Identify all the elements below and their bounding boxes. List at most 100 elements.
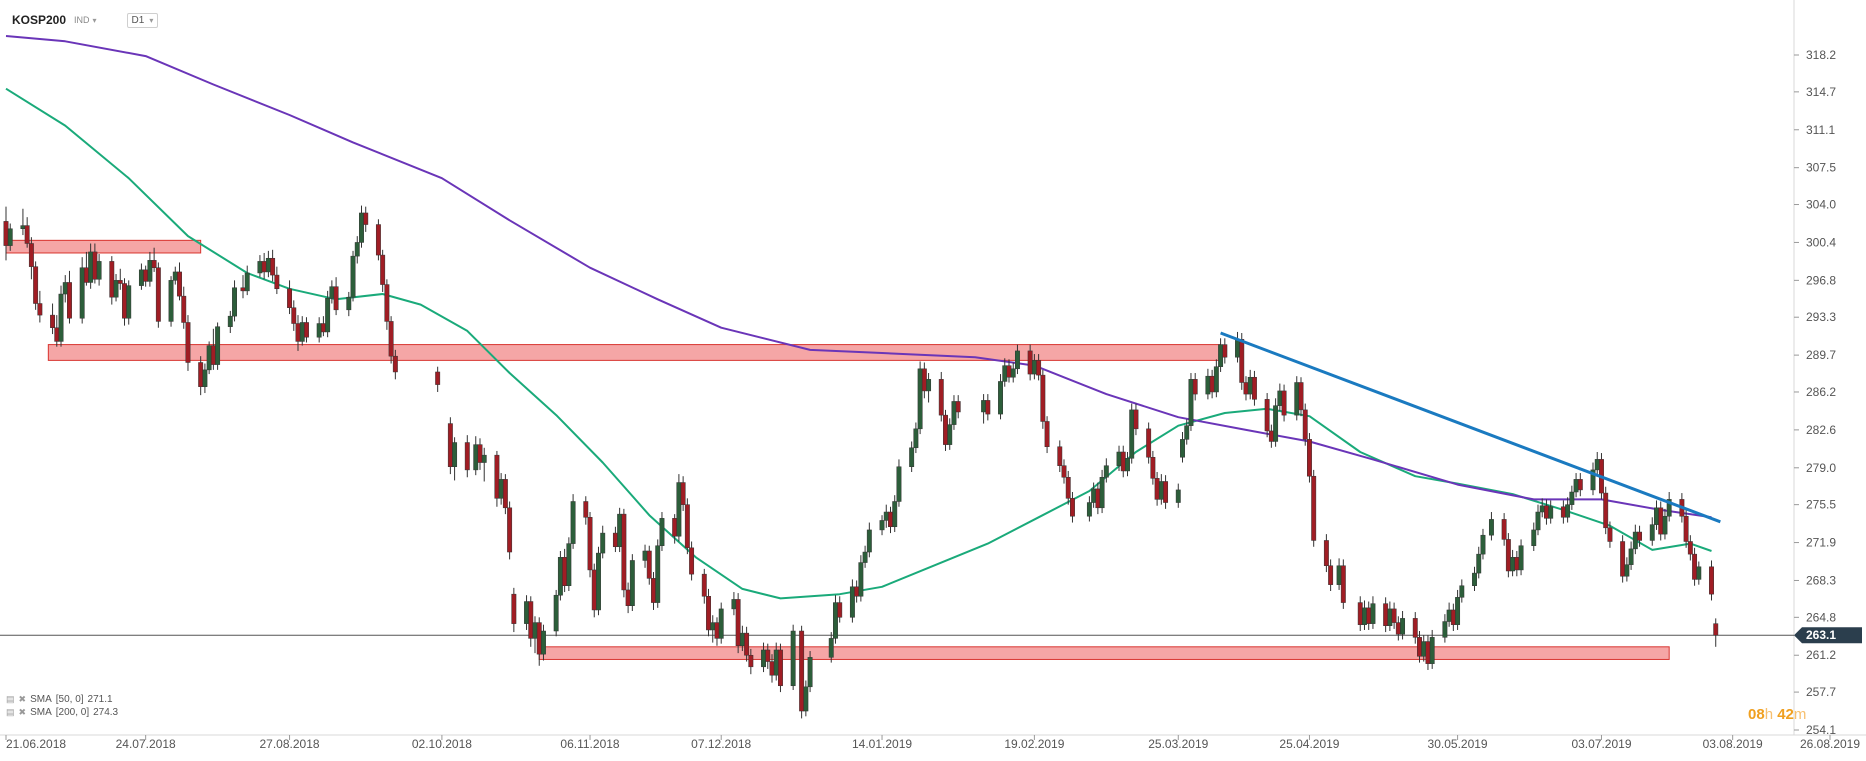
- candle: [1391, 602, 1397, 629]
- candle-body: [1391, 608, 1397, 623]
- candle-body: [1590, 469, 1596, 491]
- indicator-params: [50, 0]: [55, 694, 84, 705]
- candle: [1620, 535, 1626, 583]
- candle: [1184, 419, 1190, 445]
- price-tick-label: 271.9: [1806, 536, 1836, 550]
- candle-body: [888, 511, 893, 528]
- instrument-type[interactable]: IND ▾: [74, 15, 97, 25]
- candle-body: [541, 630, 546, 655]
- candle-body: [1442, 621, 1448, 638]
- candle: [1480, 528, 1486, 560]
- candle-body: [765, 649, 771, 662]
- candle-body: [566, 543, 572, 586]
- candle-body: [748, 654, 754, 668]
- candle: [333, 277, 339, 316]
- candle: [888, 506, 893, 534]
- candle-body: [83, 267, 89, 283]
- candle-body: [1395, 622, 1401, 635]
- candle: [1010, 362, 1016, 383]
- timeframe-selector[interactable]: D1 ▾: [126, 12, 159, 28]
- candles-layer: [3, 205, 1719, 719]
- candle-body: [591, 569, 597, 611]
- candle-body: [346, 296, 352, 311]
- candle-body: [452, 442, 458, 467]
- candle: [866, 522, 872, 558]
- indicator-sma50[interactable]: ▤ ✖ SMA [50, 0] 271.1: [6, 693, 118, 706]
- candle-body: [799, 630, 805, 712]
- candle: [1590, 462, 1596, 496]
- close-icon[interactable]: ✖: [18, 694, 27, 704]
- candle-body: [1624, 564, 1630, 577]
- settings-icon[interactable]: ▤: [6, 694, 15, 704]
- candle: [828, 632, 834, 663]
- candle-body: [1510, 557, 1516, 572]
- timer-minutes: 42: [1777, 706, 1794, 723]
- candle-body: [1662, 515, 1668, 535]
- candle: [1692, 547, 1698, 586]
- candle-body: [329, 286, 335, 299]
- candle: [320, 316, 326, 337]
- candle: [837, 596, 843, 623]
- candle: [502, 474, 508, 515]
- candle: [481, 447, 487, 482]
- candle-body: [1658, 507, 1664, 535]
- candle-body: [181, 295, 187, 323]
- candle: [1412, 612, 1418, 644]
- candle-body: [1620, 541, 1626, 577]
- candle-body: [1594, 459, 1600, 471]
- trendline-layer: [1220, 331, 1721, 524]
- candle-body: [744, 632, 750, 656]
- candle: [1209, 369, 1215, 399]
- candle: [591, 563, 597, 618]
- close-icon[interactable]: ✖: [18, 707, 27, 717]
- candle-body: [333, 286, 339, 311]
- candle-body: [1015, 350, 1020, 370]
- support-resistance-zone: [538, 646, 1670, 660]
- candle-body: [849, 586, 855, 618]
- candle: [96, 254, 102, 286]
- candle-body: [1239, 339, 1245, 383]
- candle: [744, 626, 750, 662]
- candle: [790, 624, 796, 690]
- candle: [83, 251, 89, 286]
- candle-body: [718, 608, 724, 639]
- date-tick-label: 02.10.2018: [412, 737, 472, 751]
- price-tick-label: 254.1: [1806, 723, 1836, 737]
- candle-body: [1412, 618, 1418, 638]
- candle: [612, 526, 618, 553]
- candle-body: [1277, 390, 1283, 406]
- candle-body: [1709, 566, 1714, 595]
- candle-body: [392, 355, 398, 373]
- candle: [1205, 368, 1211, 400]
- candle-body: [1455, 597, 1461, 625]
- candle-body: [1450, 609, 1456, 625]
- candle-body: [96, 261, 102, 280]
- symbol-name[interactable]: KOSP200: [12, 13, 67, 27]
- candle: [799, 625, 805, 719]
- date-tick-label: 06.11.2018: [560, 737, 619, 751]
- candle: [79, 257, 85, 324]
- candle-body: [655, 545, 661, 603]
- candle-body: [1036, 360, 1042, 376]
- candle-body: [435, 371, 441, 385]
- candle-body: [325, 298, 331, 333]
- date-tick-label: 24.07.2018: [116, 737, 176, 751]
- price-tick-label: 261.2: [1806, 648, 1836, 662]
- candle: [659, 512, 665, 551]
- candle-body: [109, 261, 115, 298]
- candle: [1336, 558, 1342, 590]
- settings-icon[interactable]: ▤: [6, 707, 15, 717]
- candle: [1624, 557, 1630, 582]
- candle-body: [1298, 382, 1304, 411]
- candle-body: [1505, 539, 1511, 572]
- candle: [947, 418, 953, 450]
- candle: [270, 249, 276, 282]
- candle-body: [926, 379, 932, 392]
- candle-body: [1027, 350, 1033, 375]
- candle-body: [122, 283, 127, 319]
- candle-body: [265, 257, 271, 273]
- date-tick-label: 21.06.2018: [6, 737, 66, 751]
- indicator-sma200[interactable]: ▤ ✖ SMA [200, 0] 274.3: [6, 706, 118, 719]
